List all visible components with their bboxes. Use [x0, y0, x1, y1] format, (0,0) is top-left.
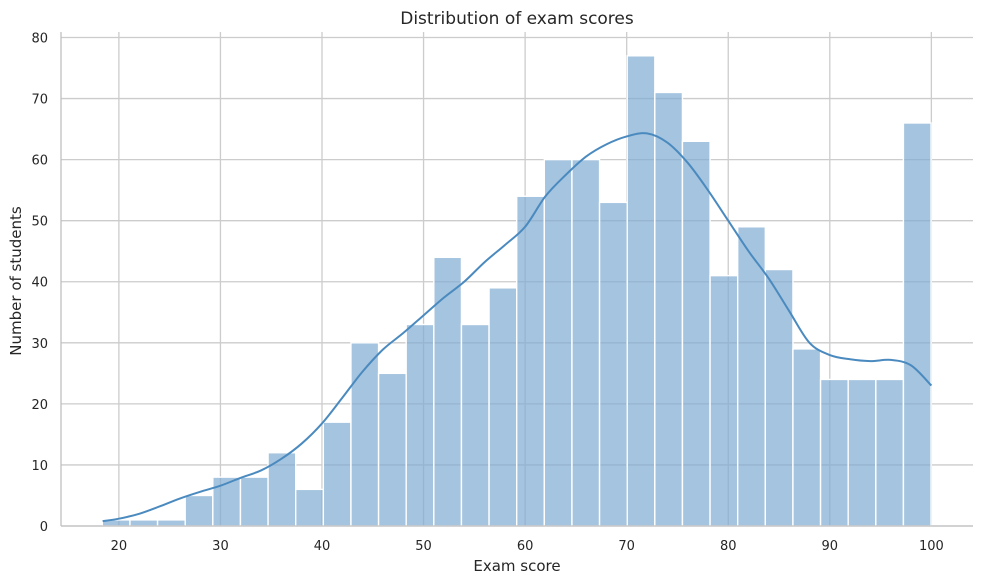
- histogram-bar: [543, 158, 573, 527]
- histogram-bar: [488, 287, 518, 527]
- tick-labels: 20 30 40 50 60 70 80 90 100 0 10 20 30 40 50 60 70 80: [31, 31, 943, 554]
- histogram-bar: [156, 519, 186, 527]
- histogram-bar: [626, 55, 656, 527]
- histogram-bar: [764, 268, 794, 527]
- histogram-bar: [322, 421, 352, 527]
- x-tick-label: 30: [212, 539, 229, 554]
- y-tick-label: 50: [31, 215, 48, 230]
- x-tick-label: 70: [618, 539, 635, 554]
- histogram-bar: [709, 274, 739, 527]
- histogram-bar: [460, 323, 490, 527]
- histogram-bar: [792, 348, 822, 527]
- y-tick-label: 0: [40, 520, 48, 535]
- histogram-bar: [129, 519, 159, 527]
- histogram-bar: [736, 226, 767, 527]
- chart-title: Distribution of exam scores: [400, 9, 634, 29]
- histogram-bar: [184, 494, 214, 527]
- y-tick-label: 30: [31, 337, 48, 352]
- histogram-bar: [433, 256, 463, 527]
- y-tick-label: 10: [31, 459, 48, 474]
- kde-curve-layer: [102, 132, 933, 523]
- histogram-bar: [654, 91, 684, 527]
- histogram-bar: [571, 158, 601, 527]
- histogram-bar: [598, 201, 628, 527]
- histogram-bar: [239, 476, 269, 527]
- x-tick-label: 40: [314, 539, 331, 554]
- histogram-bar: [350, 342, 380, 527]
- y-tick-label: 70: [31, 93, 48, 108]
- x-tick-label: 90: [822, 539, 839, 554]
- histogram-bar: [902, 122, 932, 527]
- histogram-bar: [212, 476, 242, 527]
- x-tick-label: 100: [919, 539, 944, 554]
- x-axis-label: Exam score: [473, 557, 560, 575]
- y-tick-label: 20: [31, 398, 48, 413]
- histogram-bar: [875, 378, 905, 527]
- histogram-bar: [295, 488, 325, 527]
- y-tick-label: 80: [31, 31, 48, 46]
- histogram-bar: [405, 323, 435, 527]
- histogram-bar: [847, 378, 877, 527]
- x-tick-label: 60: [517, 539, 534, 554]
- histogram-bar: [819, 378, 849, 527]
- x-tick-label: 80: [720, 539, 737, 554]
- x-tick-label: 20: [111, 539, 128, 554]
- x-tick-label: 50: [415, 539, 432, 554]
- y-tick-label: 60: [31, 154, 48, 169]
- histogram-bar: [681, 140, 711, 527]
- y-tick-label: 40: [31, 276, 48, 291]
- histogram-bar: [377, 372, 407, 527]
- kde-curve: [102, 132, 933, 523]
- axes: [60, 32, 973, 527]
- histogram-bars: [101, 55, 932, 527]
- histogram-bar: [515, 195, 546, 527]
- y-axis-label: Number of students: [7, 206, 25, 356]
